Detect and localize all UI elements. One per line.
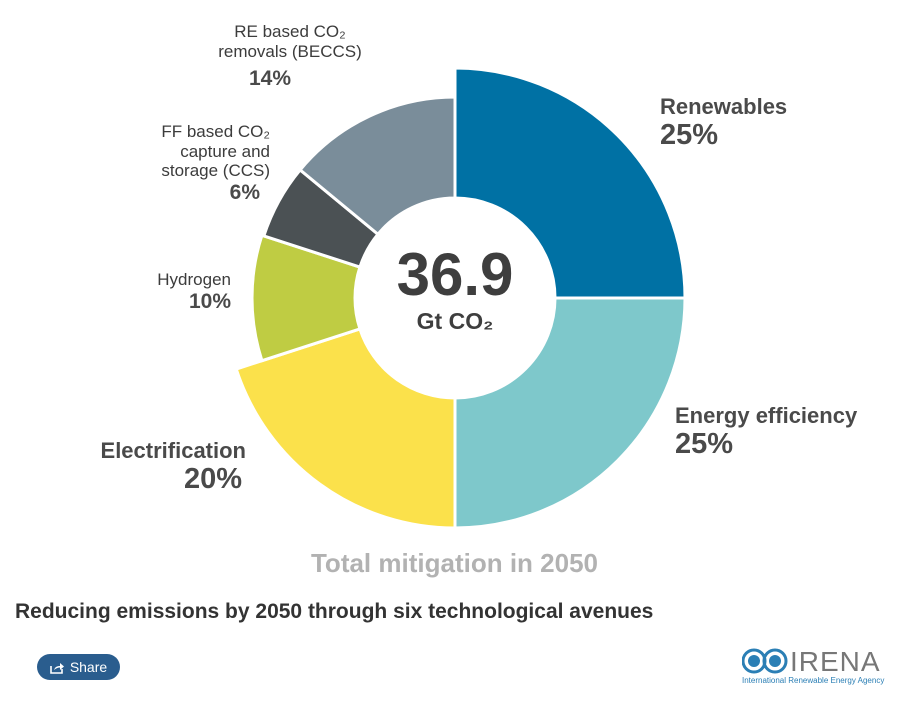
label-energy-efficiency: Energy efficiency 25% — [675, 403, 858, 461]
total-value: 36.9 — [396, 241, 514, 308]
label-ccs: FF based CO₂ capture and storage (CCS) 6… — [161, 122, 270, 204]
slice-electrification — [234, 327, 457, 530]
chart-title: Reducing emissions by 2050 through six t… — [15, 600, 654, 623]
label-electrification: Electrification 20% — [100, 438, 246, 496]
label-beccs: RE based CO₂ removals (BECCS) 14% — [218, 22, 362, 91]
slice-energy-efficiency — [453, 296, 687, 530]
total-unit: Gt CO₂ — [416, 308, 494, 334]
globe-logo-icon — [742, 648, 788, 674]
slice-re-based-co-removals-beccs — [298, 95, 457, 237]
share-button[interactable]: Share — [37, 654, 120, 680]
slice-hydrogen — [250, 233, 362, 363]
share-icon — [50, 662, 64, 674]
chart-subtitle: Total mitigation in 2050 — [310, 548, 598, 578]
irena-logo: IRENA International Renewable Energy Age… — [742, 646, 892, 686]
logo-name: IRENA — [790, 646, 881, 677]
label-hydrogen: Hydrogen 10% — [157, 270, 231, 313]
share-label: Share — [69, 659, 108, 675]
logo-tagline: International Renewable Energy Agency — [742, 676, 885, 685]
label-renewables: Renewables 25% — [660, 94, 788, 152]
slice-renewables — [453, 66, 687, 300]
